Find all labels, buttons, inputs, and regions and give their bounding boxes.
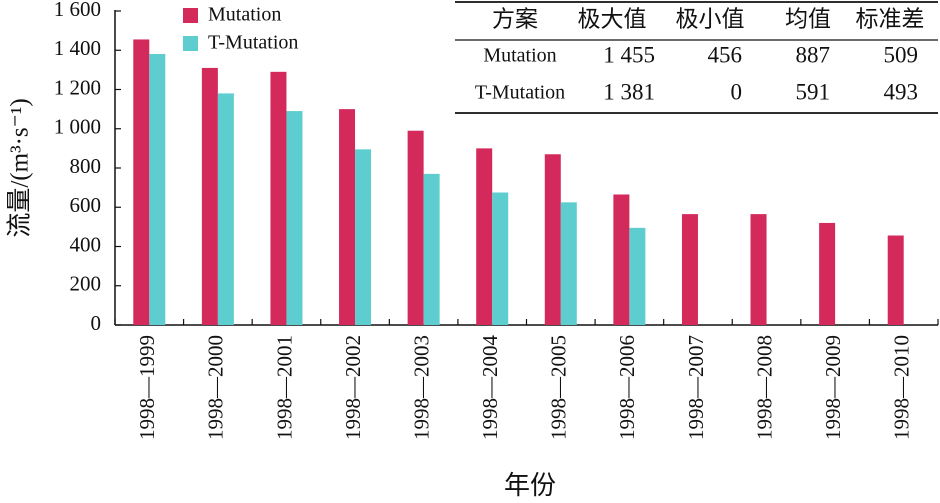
bar — [270, 71, 287, 326]
table-cell: 0 — [731, 79, 743, 104]
y-tick-label: 1 400 — [54, 36, 101, 60]
x-tick-label: 1998—1999 — [135, 335, 159, 440]
x-tick-label: 1998—2004 — [478, 335, 502, 441]
table-cell: 1 455 — [603, 42, 655, 67]
x-tick-label: 1998—2007 — [684, 335, 708, 440]
x-tick-label: 1998—2006 — [615, 335, 639, 440]
y-tick-label: 0 — [91, 311, 102, 335]
bar — [887, 235, 904, 325]
bar — [681, 214, 698, 325]
bar — [629, 227, 646, 325]
bar — [407, 130, 424, 325]
bar — [560, 202, 577, 325]
table-header: 标准差 — [856, 6, 925, 31]
bar — [423, 173, 440, 325]
bar — [149, 53, 166, 325]
table-cell: Mutation — [483, 45, 556, 67]
bar — [217, 93, 234, 325]
bar — [492, 192, 509, 325]
table-cell: 509 — [884, 42, 919, 67]
y-tick-label: 400 — [70, 232, 102, 256]
y-tick-label: 200 — [70, 272, 102, 296]
bar — [476, 148, 493, 325]
x-tick-label: 1998—2008 — [752, 335, 776, 440]
x-tick-label: 1998—2005 — [547, 335, 571, 440]
legend-swatch — [183, 8, 198, 23]
y-tick-label: 1 000 — [54, 115, 101, 139]
y-tick-label: 1 200 — [54, 75, 101, 99]
x-tick-label: 1998—2001 — [272, 335, 296, 440]
bar — [750, 214, 767, 325]
bar — [339, 109, 356, 325]
table-cell: 887 — [796, 42, 831, 67]
x-tick-label: 1998—2000 — [204, 335, 228, 440]
x-tick-label: 1998—2002 — [341, 335, 365, 440]
table-cell: T-Mutation — [475, 82, 565, 104]
y-tick-label: 1 600 — [54, 0, 101, 21]
table-cell: 456 — [708, 42, 743, 67]
bar — [286, 111, 303, 326]
x-tick-label: 1998—2009 — [821, 335, 845, 440]
table-cell: 1 381 — [603, 79, 655, 104]
x-tick-label: 1998—2003 — [409, 335, 433, 440]
y-axis-label: 流量/(m³·s⁻¹) — [6, 98, 34, 237]
bar — [355, 149, 372, 325]
y-tick-label: 600 — [70, 193, 102, 217]
table-cell: 493 — [884, 79, 919, 104]
x-axis-label: 年份 — [504, 471, 556, 500]
bar — [613, 194, 630, 325]
table-header: 极大值 — [578, 6, 647, 31]
legend-swatch — [183, 36, 198, 51]
table-header: 均值 — [785, 6, 831, 31]
table-header: 极小值 — [676, 6, 745, 31]
x-tick-label: 1998—2010 — [890, 335, 914, 440]
bar — [544, 154, 561, 325]
legend-label: T-Mutation — [208, 32, 298, 54]
bar — [201, 67, 218, 325]
y-tick-label: 800 — [70, 154, 102, 178]
legend-label: Mutation — [208, 4, 281, 26]
bar — [819, 222, 836, 325]
bar — [133, 39, 150, 326]
table-header: 方案 — [492, 6, 538, 31]
table-cell: 591 — [796, 79, 831, 104]
